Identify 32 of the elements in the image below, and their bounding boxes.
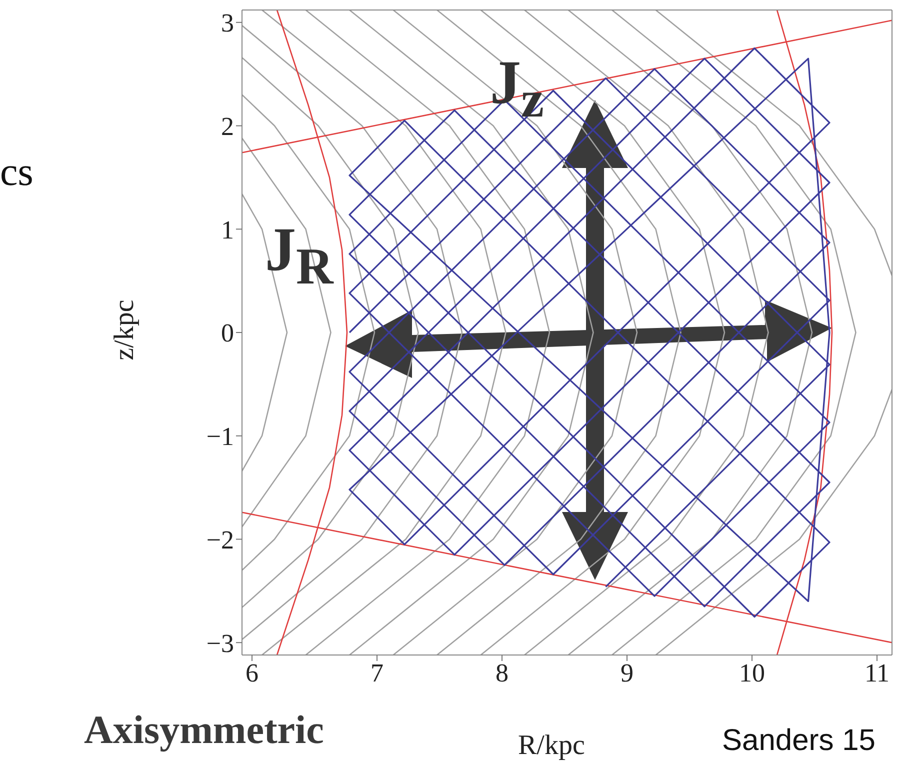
text: Axisymmetric (84, 706, 324, 753)
line-series (242, 24, 463, 640)
y-tick-label: 2 (221, 112, 234, 141)
line-series (524, 10, 769, 655)
x-tick-label: 11 (864, 658, 890, 688)
x-tick-label: 10 (739, 658, 765, 688)
line-series (568, 10, 813, 655)
annotation: J$_{R}$ (265, 215, 334, 296)
x-axis-title: R/kpc (518, 730, 585, 762)
y-tick-label: −3 (206, 628, 234, 658)
text: cs (0, 148, 34, 195)
line-series (348, 10, 594, 655)
x-tick-label: 8 (496, 658, 508, 688)
line-series (611, 10, 856, 655)
x-tick-label: 6 (246, 658, 258, 688)
line-series (392, 10, 638, 655)
y-tick-label: 1 (221, 215, 234, 244)
text: Sanders 15 (722, 724, 876, 758)
x-tick-label: 9 (620, 658, 634, 688)
y-tick-label: 3 (221, 8, 234, 38)
line-series (242, 94, 376, 571)
y-tick-label: −1 (206, 422, 234, 452)
line-series (655, 10, 892, 276)
line-series (242, 56, 419, 608)
y-tick-label: −2 (206, 525, 234, 554)
y-tick-label: 0 (221, 318, 234, 348)
line-series (348, 47, 830, 618)
line-series (480, 10, 726, 655)
x-tick-label: 7 (370, 658, 384, 688)
line-series (436, 10, 682, 655)
y-axis-title: z/kpc (109, 300, 141, 360)
line-series (655, 388, 892, 655)
